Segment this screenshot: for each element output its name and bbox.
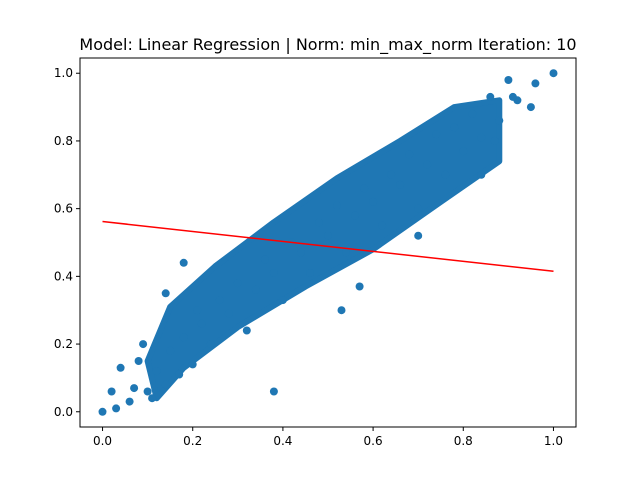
y-tick-label: 0.2 (54, 337, 73, 351)
y-tick-label: 0.4 (54, 269, 73, 283)
scatter-point (468, 109, 477, 118)
scatter-point (526, 103, 535, 112)
x-tick-label: 0.0 (93, 434, 112, 448)
scatter-point (260, 255, 269, 264)
regression-line-layer (102, 220, 554, 273)
y-tick-label: 0.8 (54, 134, 73, 148)
scatter-point (166, 346, 175, 355)
scatter-point (134, 357, 143, 365)
scatter-point (148, 394, 157, 403)
scatter-point (508, 92, 517, 101)
scatter-point (152, 367, 161, 376)
x-tick-label: 1.0 (544, 434, 563, 448)
x-tick-label: 0.6 (364, 434, 383, 448)
scatter-point (333, 201, 341, 210)
scatter-point (405, 150, 414, 159)
scatter-point (490, 136, 499, 145)
scatter-point (175, 370, 184, 379)
scatter-point (130, 384, 139, 393)
scatter-point (179, 333, 188, 342)
axes: 0.0 0.2 0.4 0.6 0.8 1.0 0.0 0.2 0.4 0.6 0.8 1.0 (54, 57, 577, 448)
scatter-point (324, 231, 332, 240)
scatter-point (486, 92, 495, 101)
scatter-point (337, 306, 346, 315)
scatter-point (242, 326, 251, 335)
x-tick-label: 0.2 (183, 434, 202, 448)
point-cloud-band (144, 97, 503, 402)
scatter-point (504, 76, 513, 84)
scatter-point (179, 258, 188, 267)
scatter-point (98, 407, 107, 416)
scatter-point (477, 133, 486, 142)
scatter-point (495, 116, 504, 125)
scatter-point (269, 269, 278, 277)
scatter-point (423, 160, 432, 169)
scatter-point (269, 387, 278, 396)
scatter-point (351, 211, 360, 220)
scatter-point (193, 306, 202, 315)
scatter-point (125, 397, 134, 406)
scatter-point (378, 221, 387, 230)
scatter-point (396, 180, 405, 189)
scatter-point (233, 279, 242, 288)
regression-line (102, 220, 554, 273)
y-tick-label: 1.0 (54, 66, 73, 80)
scatter-point (188, 360, 197, 369)
scatter-point (450, 123, 459, 132)
scatter-point (206, 340, 215, 349)
scatter-point (139, 340, 148, 349)
scatter-point (251, 285, 260, 294)
scatter-point (360, 184, 369, 193)
scatter-point (112, 404, 121, 413)
scatter-point (224, 309, 233, 318)
scatter-point (197, 319, 206, 328)
scatter-point (414, 231, 423, 240)
scatter-point (441, 170, 450, 179)
scatter-point (306, 269, 314, 277)
scatter-point (369, 197, 378, 206)
x-tick-label: 0.4 (273, 434, 292, 448)
scatter-point (116, 363, 125, 372)
scatter-point (342, 248, 350, 257)
scatter-point (215, 296, 224, 305)
scatter-point (296, 248, 305, 257)
scatter-point (143, 387, 152, 396)
scatter-point (432, 130, 441, 139)
y-tick-label: 0.0 (54, 405, 73, 419)
scatter-point (107, 387, 116, 396)
scatter-point (355, 282, 364, 291)
x-tick-label: 0.8 (454, 434, 473, 448)
chart-title: Model: Linear Regression | Norm: min_max… (79, 35, 576, 55)
scatter-point (278, 296, 287, 305)
scatter-point (387, 170, 396, 179)
plot-frame (79, 57, 577, 428)
scatter-point (161, 380, 170, 389)
scatter-point (414, 204, 423, 213)
scatter-point (459, 147, 468, 156)
y-tick-label: 0.6 (54, 202, 73, 216)
scatter-point (531, 79, 540, 88)
points-layer (98, 69, 558, 416)
scatter-point (161, 289, 170, 298)
point-cloud (144, 97, 503, 402)
scatter-point (315, 218, 323, 227)
scatter-point (549, 69, 558, 78)
scatter-point (477, 170, 486, 179)
